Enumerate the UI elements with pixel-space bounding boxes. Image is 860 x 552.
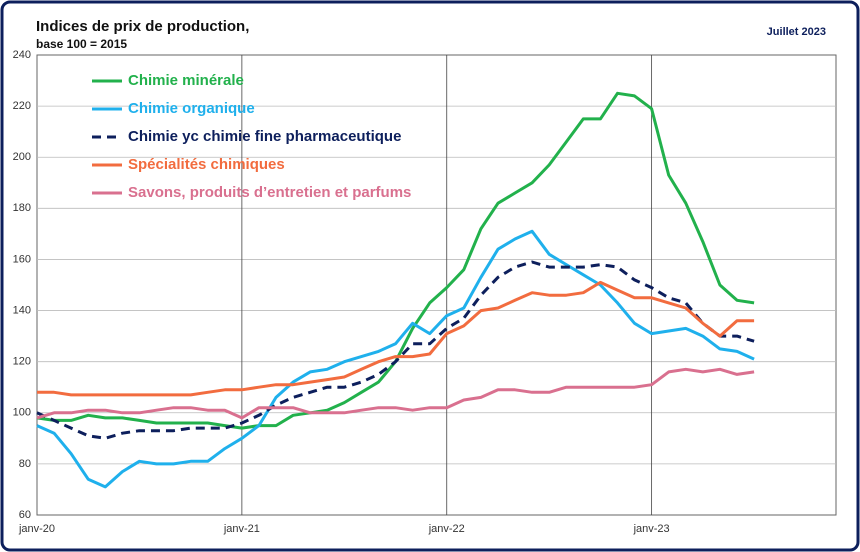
chart-subtitle: base 100 = 2015	[36, 37, 127, 51]
series-line	[36, 260, 755, 440]
chart-title: Indices de prix de production,	[36, 18, 249, 35]
y-tick-label: 200	[13, 151, 31, 163]
x-tick-label: janv-22	[428, 523, 465, 535]
x-tick-label: janv-20	[18, 523, 55, 535]
legend-label: Spécialités chimiques	[128, 156, 285, 173]
series-line	[36, 367, 755, 420]
series-line	[37, 280, 755, 397]
y-tick-label: 140	[13, 304, 31, 316]
date-note: Juillet 2023	[767, 26, 826, 38]
plot-area	[36, 54, 837, 516]
y-tick-label: 60	[19, 509, 31, 521]
y-tick-label: 120	[13, 356, 31, 368]
y-tick-label: 80	[19, 458, 31, 470]
x-tick-label: janv-23	[633, 523, 670, 535]
legend-label: Chimie organique	[128, 100, 255, 117]
y-tick-label: 100	[13, 407, 31, 419]
y-tick-label: 220	[13, 100, 31, 112]
legend-label: Chimie yc chimie fine pharmaceutique	[128, 128, 401, 145]
x-tick-label: janv-21	[223, 523, 260, 535]
series-line	[36, 229, 755, 489]
y-tick-label: 160	[13, 253, 31, 265]
legend-label: Savons, produits d’entretien et parfums	[128, 184, 411, 201]
y-tick-label: 240	[13, 49, 31, 61]
legend-label: Chimie minérale	[128, 72, 244, 89]
y-tick-label: 180	[13, 202, 31, 214]
